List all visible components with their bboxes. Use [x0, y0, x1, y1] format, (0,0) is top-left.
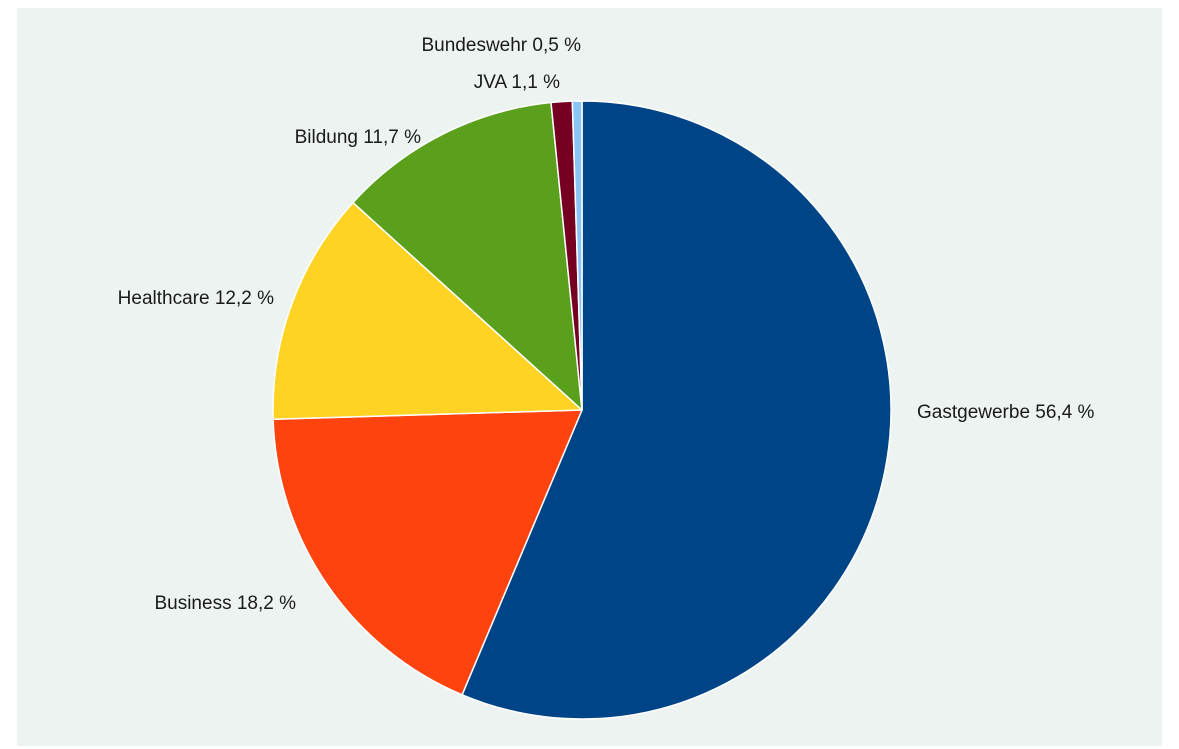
pie-slice-healthcare [272, 201, 583, 420]
pie-slice-gastgewerbe [461, 100, 892, 720]
slice-label-business: Business 18,2 % [154, 593, 296, 614]
pie-slices [272, 100, 892, 720]
slice-label-healthcare: Healthcare 12,2 % [118, 288, 274, 309]
pie-slice-bundeswehr [571, 100, 583, 411]
slice-label-bundeswehr: Bundeswehr 0,5 % [422, 35, 582, 56]
pie-slice-bildung [352, 101, 583, 411]
slice-label-bildung: Bildung 11,7 % [295, 127, 422, 148]
pie-labels: Gastgewerbe 56,4 % Business 18,2 % Healt… [118, 35, 1095, 614]
slice-label-jva: JVA 1,1 % [474, 72, 560, 93]
slice-label-gastgewerbe: Gastgewerbe 56,4 % [917, 402, 1095, 423]
pie-slice-business [272, 409, 583, 696]
